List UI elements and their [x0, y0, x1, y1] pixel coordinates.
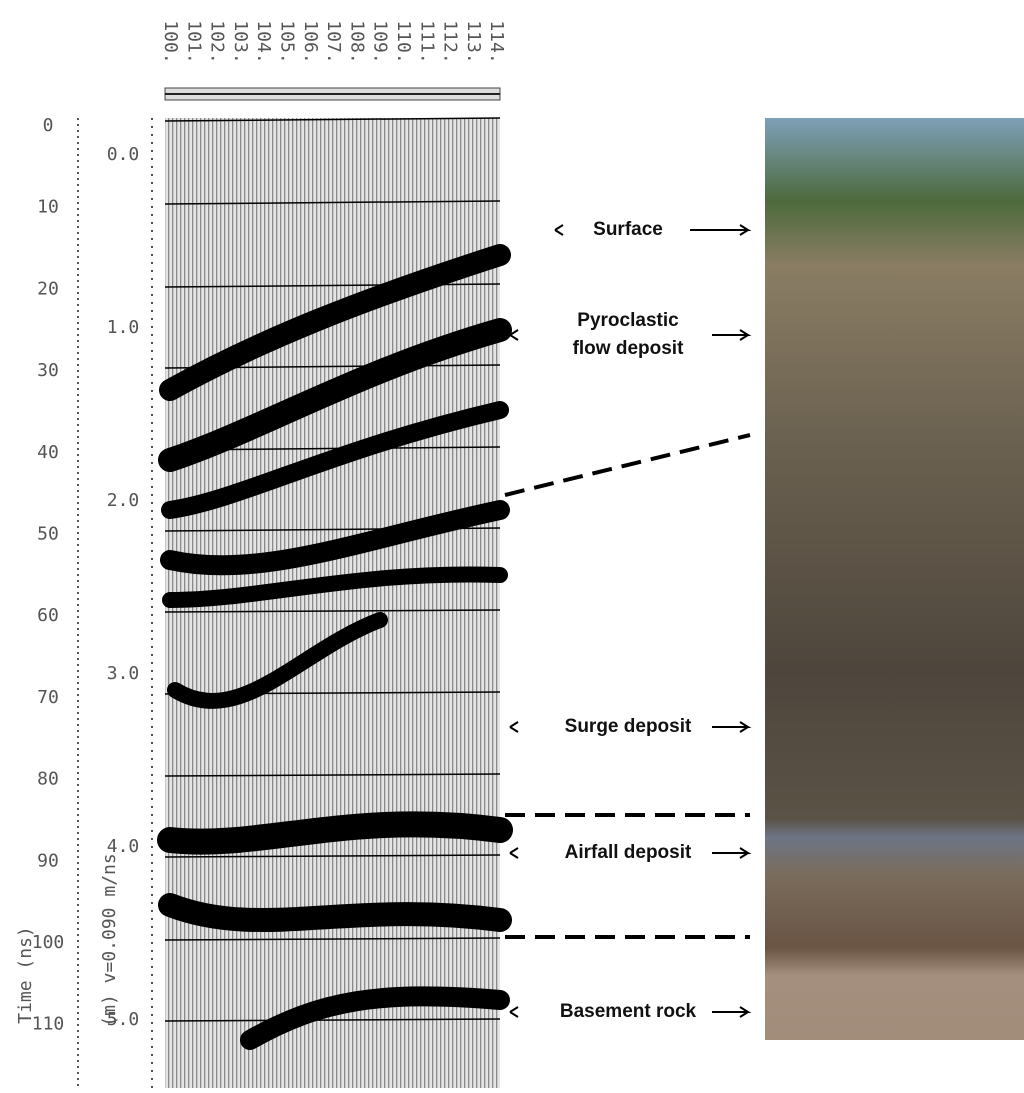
depth-tick-label: 2.0 [107, 490, 140, 511]
time-tick-label: 90 [37, 850, 59, 871]
depth-axis-title: (m) v=0.090 m/ns [99, 853, 120, 1026]
arrow [509, 1006, 519, 1018]
depth-tick-label: 5.0 [107, 1009, 140, 1030]
outcrop-photo [765, 118, 1024, 1040]
trace-label: 102. [207, 20, 228, 63]
trace-label: 111. [416, 20, 437, 63]
trace-label: 106. [300, 20, 321, 63]
arrow [554, 224, 564, 236]
layer-label: Pyroclastic [577, 310, 679, 331]
arrow [509, 721, 519, 733]
trace-label: 100. [160, 20, 181, 63]
trace-label: 107. [323, 20, 344, 63]
trace-label: 101. [183, 20, 204, 63]
trace-label: 108. [346, 20, 367, 63]
time-tick-label: 80 [37, 769, 59, 790]
labels: 100. 101. 102. 103. 104. 105. 106. 107. 108. 109.… [15, 20, 752, 1035]
layer-label: Airfall deposit [565, 842, 692, 863]
time-tick-label: 20 [37, 278, 59, 299]
trace-label: 113. [463, 20, 484, 63]
time-tick-label: 60 [37, 605, 59, 626]
arrow [712, 721, 752, 733]
trace-label: 110. [393, 20, 414, 63]
time-tick-label: 100 [32, 932, 65, 953]
time-tick-label: 40 [37, 442, 59, 463]
boundary-lines [504, 433, 751, 939]
trace-label: 112. [440, 20, 461, 63]
time-tick-label: 30 [37, 360, 59, 381]
depth-tick-label: 3.0 [107, 663, 140, 684]
time-tick-label: 0 [43, 115, 54, 136]
trace-label: 105. [277, 20, 298, 63]
layer-label: flow deposit [573, 338, 685, 359]
arrow [509, 329, 519, 341]
radargram [157, 117, 513, 1088]
arrow [712, 329, 752, 341]
time-tick-label: 10 [37, 197, 59, 218]
arrow [509, 847, 519, 859]
time-tick-label: 110 [32, 1014, 65, 1035]
arrow [690, 224, 752, 236]
time-axis-title: Time (ns) [15, 926, 36, 1024]
trace-label: 104. [253, 20, 274, 63]
depth-tick-label: 0.0 [107, 144, 140, 165]
depth-tick-label: 1.0 [107, 317, 140, 338]
arrow [712, 847, 752, 859]
layer-label: Surface [593, 219, 663, 240]
arrow [712, 1006, 752, 1018]
trace-label: 114. [486, 20, 507, 63]
depth-tick-label: 4.0 [107, 836, 140, 857]
scale-bar [164, 87, 501, 101]
time-tick-label: 50 [37, 524, 59, 545]
trace-label: 103. [230, 20, 251, 63]
trace-label: 109. [370, 20, 391, 63]
time-tick-label: 70 [37, 687, 59, 708]
layer-label: Surge deposit [565, 716, 692, 737]
layer-label: Basement rock [560, 1001, 697, 1022]
